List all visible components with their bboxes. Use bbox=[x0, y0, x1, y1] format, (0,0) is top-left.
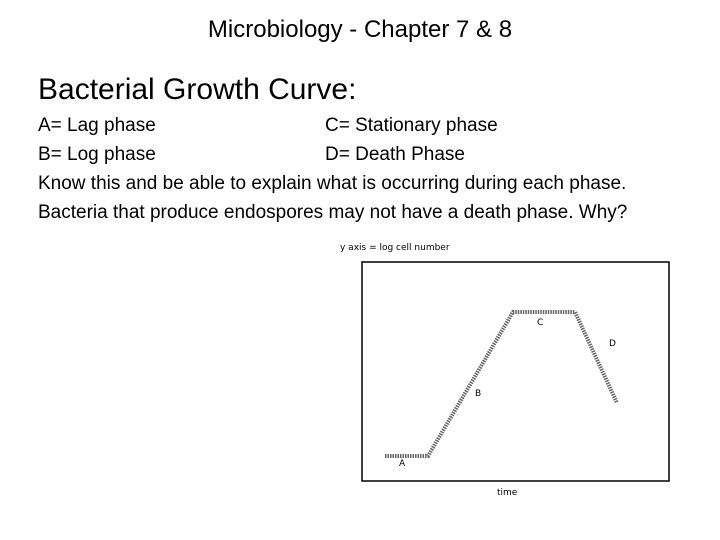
x-axis-label: time bbox=[497, 488, 518, 498]
growth-curve bbox=[385, 310, 619, 458]
phase-item: B= Log phase bbox=[38, 144, 156, 165]
note: Know this and be able to explain what is… bbox=[38, 173, 627, 194]
plot-frame bbox=[361, 261, 670, 482]
note: Bacteria that produce endospores may not… bbox=[38, 202, 628, 223]
slide-title: Microbiology - Chapter 7 & 8 bbox=[207, 16, 513, 43]
phase-item: A= Lag phase bbox=[38, 115, 156, 136]
phase-label: A bbox=[399, 459, 406, 469]
y-axis-label: y axis = log cell number bbox=[340, 243, 450, 253]
phase-label: D bbox=[609, 339, 616, 349]
phase-label: B bbox=[475, 389, 481, 399]
phase-item: D= Death Phase bbox=[325, 144, 465, 165]
phase-item: C= Stationary phase bbox=[325, 115, 498, 136]
phase-label: C bbox=[537, 318, 543, 328]
heading: Bacterial Growth Curve: bbox=[38, 73, 357, 106]
